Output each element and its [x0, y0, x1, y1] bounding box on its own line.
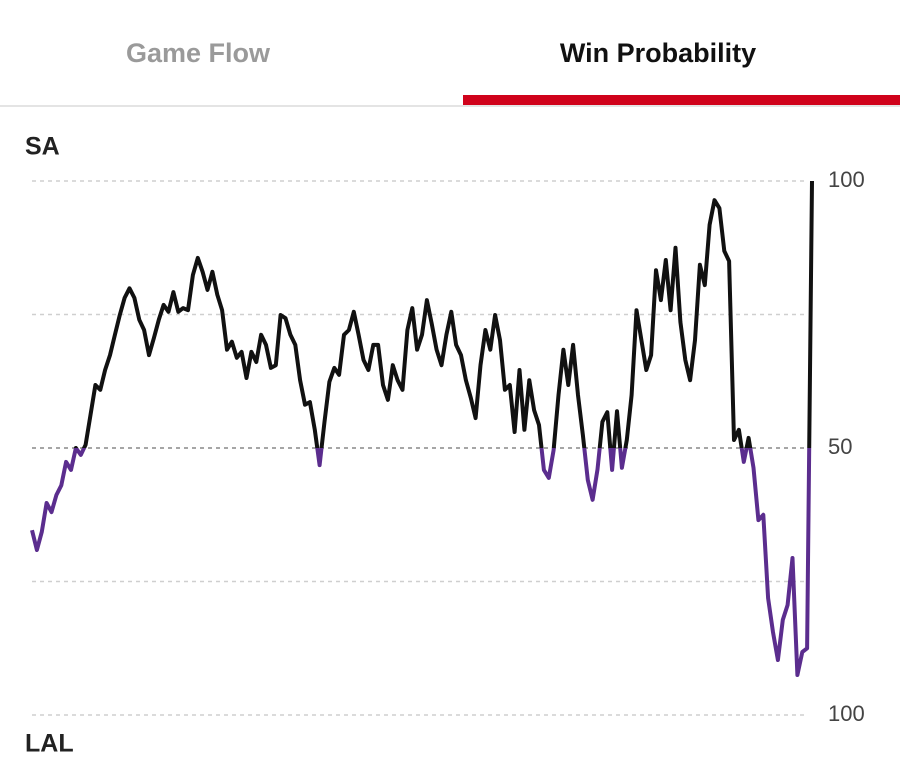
- tab-bar: Game Flow Win Probability: [126, 38, 900, 105]
- top-team-label: SA: [25, 133, 60, 161]
- tab-label: Win Probability: [560, 38, 756, 68]
- y-tick-label: 50: [828, 434, 852, 459]
- active-tab-indicator: [463, 95, 900, 105]
- win-probability-line-above: [73, 180, 814, 448]
- tab-label: Game Flow: [126, 38, 271, 68]
- tab[interactable]: Win Probability: [463, 38, 900, 105]
- y-tick-label: 100: [828, 701, 865, 726]
- y-tick-label: 100: [828, 167, 865, 192]
- tab[interactable]: Game Flow: [126, 38, 271, 68]
- bottom-team-label: LAL: [25, 730, 74, 758]
- plot: 100 50 100: [30, 167, 865, 726]
